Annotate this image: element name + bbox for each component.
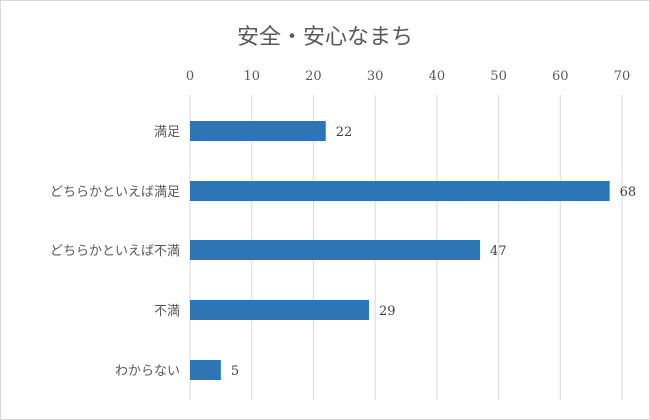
x-tick-label-3: 30 [367,69,384,84]
x-tick-label-7: 70 [614,69,631,84]
x-tick-label-4: 40 [429,69,446,84]
bar-1 [190,181,610,201]
data-label-4: 5 [231,364,239,379]
x-axis-ticks: 0 10 20 30 40 50 60 70 [186,69,630,84]
data-label-3: 29 [379,304,396,319]
bar-0 [190,121,326,141]
category-label-1: どちらかといえば満足 [50,185,180,200]
bar-2 [190,240,481,260]
data-labels: 22 68 47 29 5 [231,125,636,379]
category-label-3: 不満 [154,304,180,319]
x-tick-label-2: 20 [305,69,322,84]
x-tick-label-6: 60 [552,69,569,84]
data-label-0: 22 [336,125,353,140]
x-tick-label-5: 50 [490,69,507,84]
bar-3 [190,300,369,320]
x-tick-label-0: 0 [186,69,194,84]
category-label-2: どちらかといえば不満 [50,244,180,259]
category-label-0: 満足 [154,125,180,140]
data-label-2: 47 [490,244,507,259]
data-label-1: 68 [620,185,637,200]
chart-title: 安全・安心なまち [237,25,413,50]
x-tick-label-1: 10 [243,69,260,84]
bars [190,121,610,380]
bar-4 [190,360,221,380]
category-label-4: わからない [115,364,180,379]
